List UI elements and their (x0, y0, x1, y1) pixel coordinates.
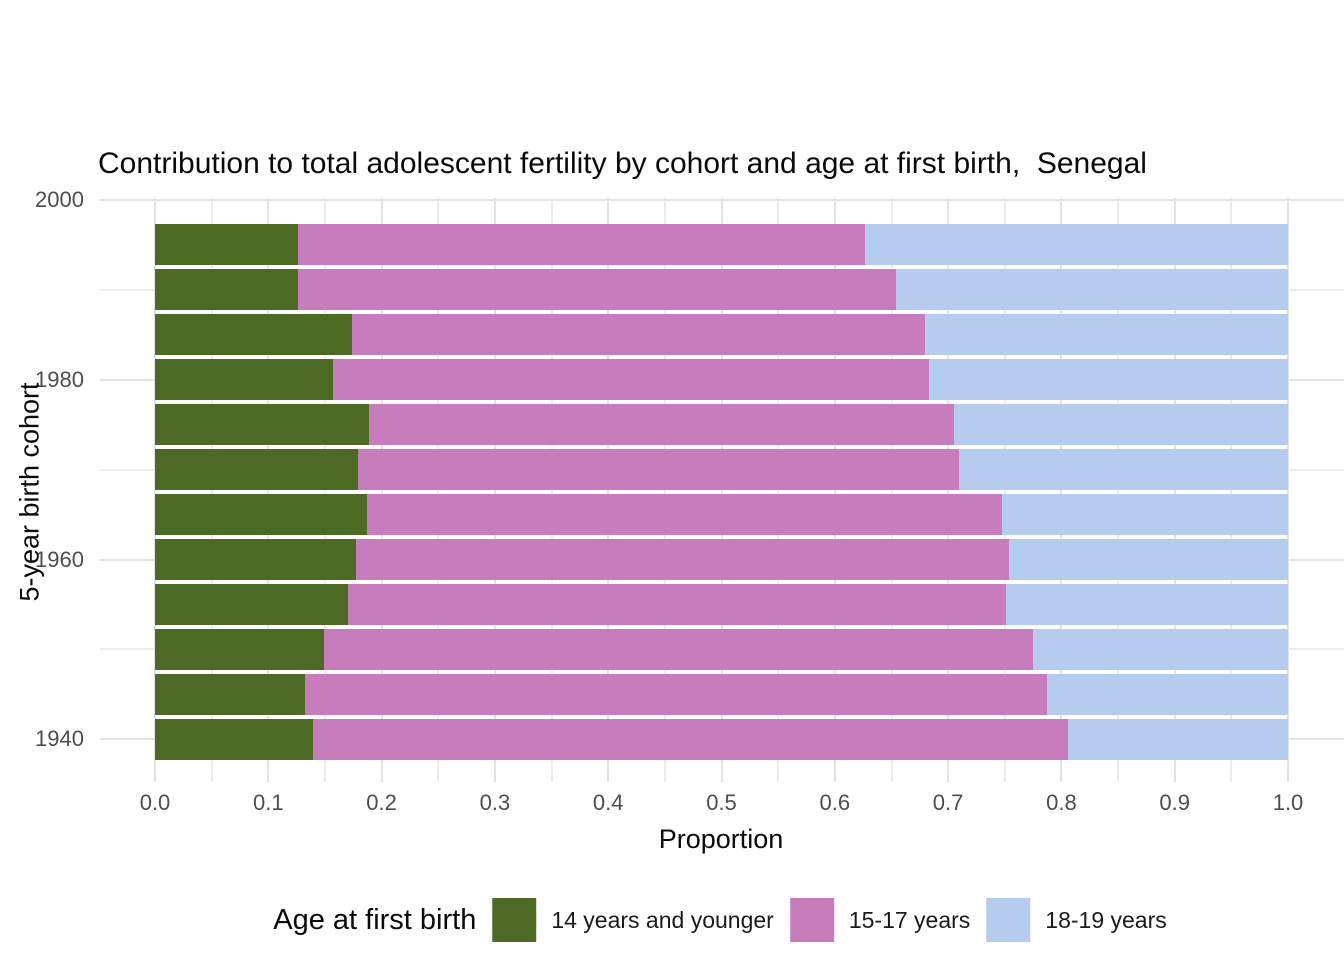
bar-segment (155, 584, 348, 625)
bar-row-1980 (155, 359, 1288, 401)
bar-segment (155, 449, 358, 491)
bar-segment (357, 449, 960, 491)
bar-segment (925, 314, 1288, 356)
legend-swatch-icon (492, 898, 537, 942)
bar-row-1960 (155, 539, 1288, 580)
x-tick-label: 0.8 (1046, 790, 1077, 815)
legend-item-label: 14 years and younger (551, 906, 774, 933)
legend-item: 14 years and younger (492, 898, 774, 942)
legend-item: 18-19 years (986, 898, 1167, 942)
y-tick-label: 1960 (35, 546, 84, 572)
bar-segment (895, 269, 1288, 311)
legend-swatch-icon (986, 898, 1031, 942)
legend-item: 15-17 years (789, 898, 971, 942)
bar-row-1995 (155, 224, 1288, 266)
x-tick-label: 0.3 (479, 790, 511, 815)
legend-item-label: 15-17 years (848, 906, 971, 933)
x-tick-label: 0.7 (932, 790, 964, 815)
bar-segment (297, 224, 866, 266)
bar-segment (312, 718, 1069, 760)
bar-row-1955 (155, 584, 1288, 625)
chart-title: Contribution to total adolescent fertili… (98, 147, 1147, 180)
bar-segment (959, 449, 1288, 491)
y-tick-label: 1940 (35, 726, 84, 752)
legend-items: 14 years and younger 15-17 years 18-19 yea… (492, 898, 1167, 942)
bar-segment (928, 359, 1288, 401)
bar-segment (366, 494, 1003, 536)
bar-row-1985 (155, 314, 1288, 356)
x-tick-label: 0.6 (819, 790, 851, 815)
bar-segment (332, 359, 929, 401)
x-tick-label: 0.2 (366, 790, 397, 815)
bar-segment (1002, 494, 1288, 536)
bar-row-1945 (155, 673, 1288, 715)
bar-segment (297, 269, 896, 311)
bar-segment (953, 404, 1288, 446)
bar-row-1970 (155, 449, 1288, 491)
x-tick-label: 1.0 (1272, 790, 1304, 815)
bar-segment (304, 673, 1047, 715)
x-tick-label: 0.1 (253, 790, 284, 815)
bar-segment (155, 314, 353, 356)
bar-segment (155, 269, 298, 311)
bar-segment (369, 404, 954, 446)
bar-segment (155, 628, 324, 670)
bar-segment (155, 718, 313, 760)
bar-segment (155, 404, 370, 446)
y-major-gridline (100, 199, 1344, 201)
bar-segment (155, 494, 367, 536)
bar-row-1975 (155, 404, 1288, 446)
x-tick-label: 0.5 (706, 790, 737, 815)
x-major-gridline (1287, 198, 1289, 782)
x-tick-label: 0.0 (139, 790, 171, 815)
bar-segment (155, 539, 356, 580)
bar-row-1990 (155, 269, 1288, 311)
x-tick-label: 0.9 (1159, 790, 1190, 815)
bar-segment (865, 224, 1288, 266)
bar-segment (155, 224, 298, 266)
y-tick-label: 1980 (35, 366, 84, 392)
bar-row-1950 (155, 628, 1288, 670)
bar-segment (1068, 718, 1288, 760)
bar-segment (347, 584, 1006, 625)
bar-segment (352, 314, 926, 356)
y-tick-label: 2000 (35, 187, 84, 212)
y-axis-title: 5-year birth cohort (14, 382, 45, 602)
x-axis-title: Proportion (658, 824, 784, 854)
legend-title: Age at first birth (273, 903, 477, 936)
bar-row-1940 (155, 718, 1288, 760)
legend-item-label: 18-19 years (1045, 906, 1167, 933)
bar-segment (355, 539, 1010, 580)
x-tick-label: 0.4 (592, 790, 624, 815)
bar-segment (155, 673, 305, 715)
bar-segment (1046, 673, 1288, 715)
bar-segment (1005, 584, 1288, 625)
bar-segment (155, 359, 333, 401)
bar-segment (1009, 539, 1288, 580)
bar-row-1965 (155, 494, 1288, 536)
bar-segment (1033, 628, 1288, 670)
legend: Age at first birth 14 years and younger 1… (273, 898, 1167, 942)
bar-segment (323, 628, 1034, 670)
plot-panel: 0.0 0.1 0.2 0.3 0.4 0.5 0.6 0.7 0.8 0.9 1.0 2000 198… (35, 187, 1344, 815)
legend-swatch-icon (789, 898, 834, 942)
